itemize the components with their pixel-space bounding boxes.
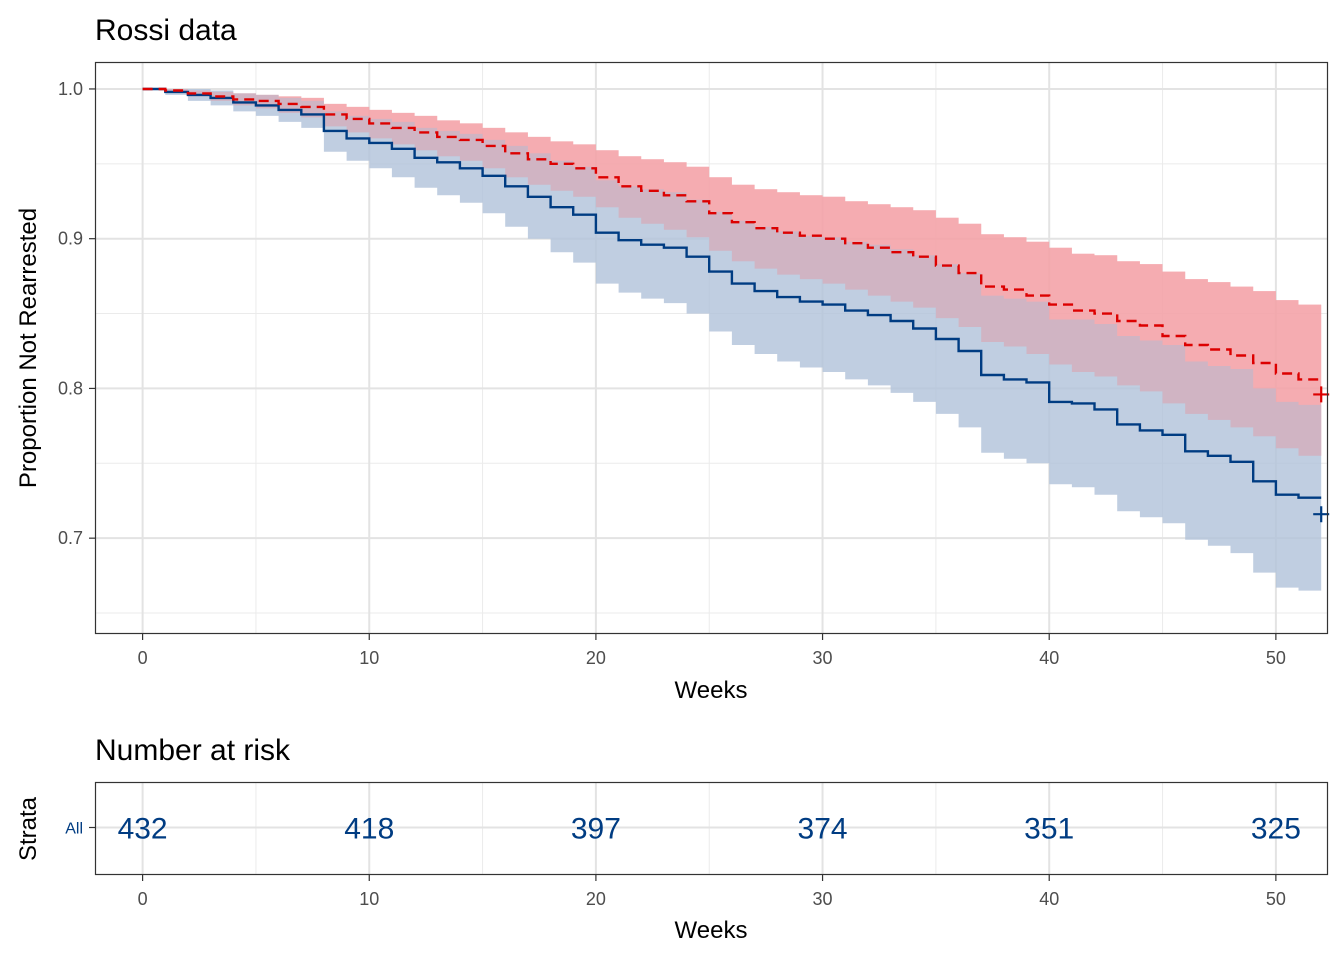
x-tick-label: 40	[1039, 648, 1059, 668]
x-tick-label: 50	[1266, 648, 1286, 668]
survival-panel-border	[94, 61, 1329, 635]
x-tick-label: 30	[813, 648, 833, 668]
survival-curve-1	[142, 87, 1322, 381]
x-tick-label: 0	[138, 648, 148, 668]
risk-x-tick-label: 10	[359, 889, 379, 909]
ci-band-1	[142, 89, 1322, 456]
survival-x-axis: 0 10 20 30 40 50	[138, 634, 1286, 668]
survival-curves	[142, 87, 1322, 499]
survival-plot-title: Rossi data	[95, 14, 237, 47]
risk-x-tick-label: 50	[1266, 889, 1286, 909]
risk-value: 374	[798, 813, 848, 846]
risk-value: 325	[1251, 813, 1301, 846]
risk-x-axis: 0 10 20 30 40 50	[138, 875, 1286, 909]
risk-x-tick-label: 0	[138, 889, 148, 909]
risk-value: 418	[344, 813, 394, 846]
risk-x-tick-label: 30	[813, 889, 833, 909]
survival-y-axis: 0.7 0.8 0.9 1.0	[58, 79, 95, 548]
risk-gridlines	[95, 782, 1328, 875]
risk-values: 432 418 397 374 351 325	[118, 813, 1301, 846]
x-tick-label: 10	[359, 648, 379, 668]
risk-x-tick-label: 40	[1039, 889, 1059, 909]
x-tick-label: 20	[586, 648, 606, 668]
strata-label: All	[65, 821, 83, 838]
survival-plot: Rossi data 0 10 20 30 40 50 0.7 0.8 0.9 1.0 Week…	[15, 14, 1330, 704]
risk-table: Number at risk 432 418 397 374 351 325 0 10 20 3…	[15, 734, 1329, 944]
risk-panel-border	[94, 781, 1329, 876]
ci-band-2	[142, 89, 1322, 591]
censor-marks	[1313, 386, 1330, 523]
y-tick-label: 0.9	[58, 229, 83, 249]
censor-mark-1	[1313, 386, 1330, 403]
risk-value: 432	[118, 813, 168, 846]
y-tick-label: 0.8	[58, 378, 83, 398]
risk-value: 351	[1024, 813, 1074, 846]
censor-mark-2	[1313, 506, 1330, 523]
confidence-bands	[142, 89, 1322, 591]
risk-x-tick-label: 20	[586, 889, 606, 909]
survival-y-axis-title: Proportion Not Rearrested	[15, 208, 42, 488]
risk-value: 397	[571, 813, 621, 846]
y-tick-label: 1.0	[58, 79, 83, 99]
risk-table-title: Number at risk	[95, 734, 291, 767]
survival-x-axis-title: Weeks	[675, 677, 748, 704]
risk-y-axis: All	[65, 821, 95, 838]
risk-x-axis-title: Weeks	[675, 917, 748, 944]
y-tick-label: 0.7	[58, 528, 83, 548]
ci-band-overlay	[142, 89, 1322, 456]
survival-curve-2	[142, 87, 1322, 499]
risk-y-axis-title: Strata	[15, 796, 42, 861]
